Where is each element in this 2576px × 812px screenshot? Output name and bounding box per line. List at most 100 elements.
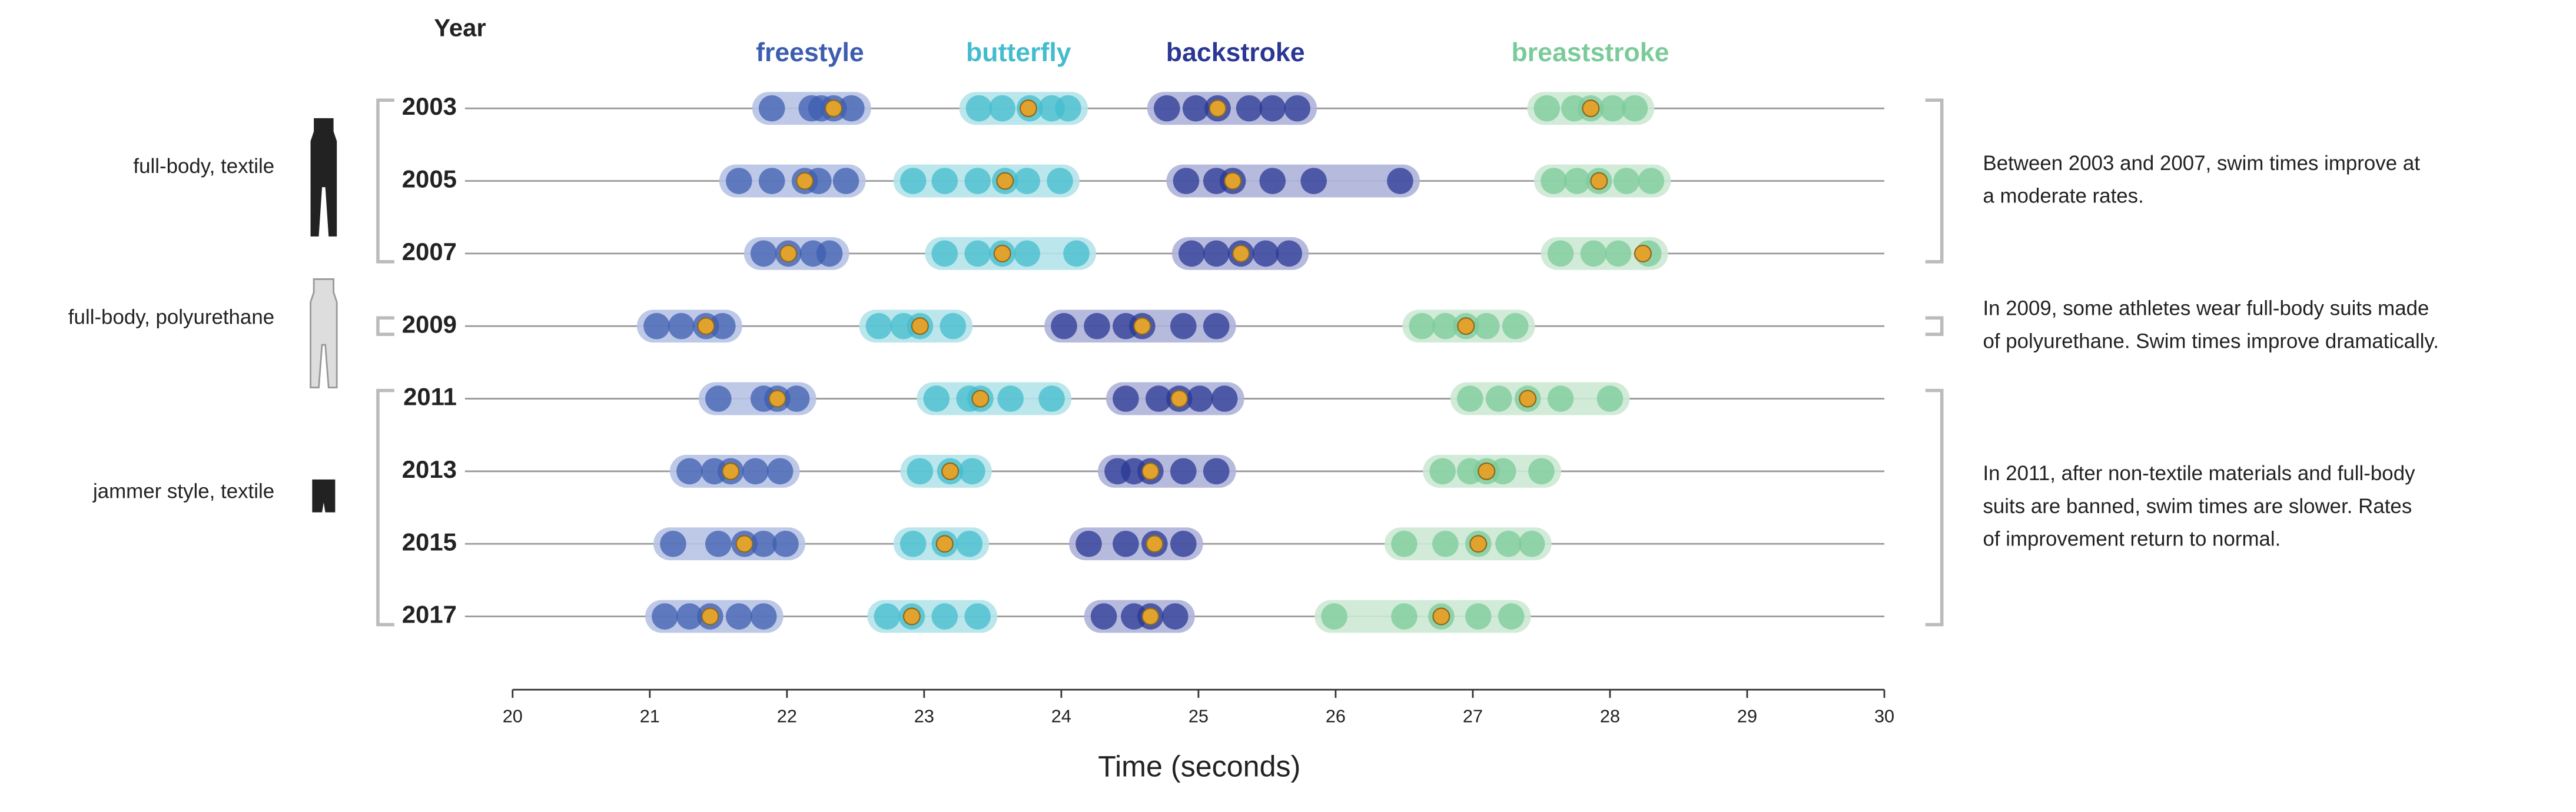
x-tick-label: 22	[777, 706, 797, 727]
swim-time-dot	[783, 385, 810, 412]
bracket	[376, 388, 394, 627]
swim-time-dot	[1252, 240, 1279, 267]
swim-time-dot	[772, 530, 799, 557]
mean-dot	[1519, 390, 1537, 408]
swim-time-dot	[1113, 530, 1139, 557]
swim-time-dot	[750, 240, 777, 267]
swim-time-dot	[805, 168, 832, 194]
swim-time-dot	[1146, 385, 1172, 412]
swim-time-dot	[1173, 168, 1200, 194]
mean-dot	[735, 535, 753, 553]
swim-time-dot	[956, 530, 983, 557]
swim-time-dot	[1038, 385, 1065, 412]
swim-time-dot	[1170, 312, 1197, 340]
mean-dot	[971, 390, 990, 408]
swim-time-dot	[1387, 168, 1413, 194]
swim-time-dot	[1321, 603, 1347, 630]
mean-dot	[911, 317, 929, 335]
swim-time-dot	[725, 168, 752, 194]
year-label: 2003	[402, 92, 457, 120]
swim-time-dot	[758, 95, 785, 122]
swim-time-dot	[965, 95, 992, 122]
swim-time-dot	[997, 385, 1024, 412]
swim-time-dot	[1528, 458, 1555, 485]
swim-time-dot	[1170, 458, 1197, 485]
swim-time-dot	[907, 458, 934, 485]
swim-time-dot	[816, 240, 843, 267]
swim-time-dot	[709, 312, 736, 340]
annotation: of improvement return to normal.	[1983, 528, 2280, 551]
swim-time-dot	[1465, 603, 1492, 630]
swim-time-dot	[1084, 312, 1110, 340]
mean-dot	[1019, 99, 1038, 118]
swim-time-dot	[1014, 168, 1040, 194]
swim-time-dot	[1518, 530, 1545, 557]
mean-dot	[941, 462, 960, 480]
group-label: full-body, polyurethane	[68, 306, 274, 329]
swim-time-dot	[1391, 530, 1418, 557]
range-band	[917, 382, 1072, 415]
x-tick-label: 30	[1874, 706, 1894, 727]
mean-dot	[1590, 172, 1608, 190]
swim-time-dot	[766, 458, 794, 485]
swim-time-dot	[676, 603, 703, 630]
year-label: 2017	[402, 601, 457, 628]
mean-dot	[935, 535, 954, 553]
swim-time-dot	[1502, 312, 1529, 340]
swim-time-dot	[758, 168, 785, 194]
year-label: 2015	[402, 528, 457, 555]
mean-dot	[1457, 317, 1475, 335]
swim-time-dot	[1563, 168, 1591, 194]
swim-time-dot	[832, 168, 859, 194]
swim-time-dot	[1547, 240, 1574, 267]
swim-time-dot	[1596, 385, 1624, 412]
swim-time-dot	[643, 312, 670, 340]
swim-time-dot	[705, 385, 732, 412]
annotation: In 2011, after non-textile materials and…	[1983, 462, 2415, 485]
legend-label: breaststroke	[1511, 38, 1669, 67]
swim-time-dot	[865, 312, 892, 340]
swim-time-dot	[1599, 95, 1626, 122]
swim-time-dot	[1300, 168, 1327, 194]
legend-label: backstroke	[1166, 38, 1305, 67]
mean-dot	[1634, 244, 1652, 262]
suit-icon	[310, 278, 338, 388]
x-tick-label: 24	[1051, 706, 1071, 727]
x-axis-label: Time (seconds)	[1098, 750, 1300, 783]
swim-time-dot	[1051, 312, 1077, 340]
swim-time-dot	[1203, 312, 1230, 340]
annotation: In 2009, some athletes wear full-body su…	[1983, 297, 2429, 320]
mean-dot	[1209, 99, 1227, 118]
mean-dot	[1582, 99, 1600, 118]
swim-time-dot	[874, 603, 901, 630]
swim-time-dot	[1533, 95, 1561, 122]
swim-time-dot	[676, 458, 703, 485]
group-label: jammer style, textile	[92, 480, 274, 502]
swim-time-dot	[1432, 312, 1459, 340]
swim-time-dot	[1284, 95, 1311, 122]
mean-dot	[701, 607, 719, 625]
mean-dot	[996, 172, 1014, 190]
swim-time-dot	[1203, 240, 1230, 267]
year-label: 2013	[402, 455, 457, 483]
mean-dot	[993, 244, 1011, 262]
swim-time-dot	[1113, 385, 1139, 412]
swim-time-dot	[1429, 458, 1456, 485]
swim-time-dot	[931, 168, 958, 194]
x-tick-label: 25	[1189, 706, 1209, 727]
swim-time-dot	[899, 530, 927, 557]
annotation: Between 2003 and 2007, swim times improv…	[1983, 152, 2420, 175]
bracket	[1925, 388, 1944, 627]
swim-time-dot	[742, 458, 769, 485]
x-tick-label: 27	[1463, 706, 1483, 727]
swim-time-dot	[1621, 95, 1648, 122]
mean-dot	[1478, 462, 1496, 480]
swim-time-dot	[1638, 168, 1665, 194]
mean-dot	[697, 317, 715, 335]
bracket	[376, 316, 394, 336]
swim-time-dot	[668, 312, 695, 340]
swim-time-dot	[1014, 240, 1040, 267]
swim-time-dot	[1259, 168, 1286, 194]
mean-dot	[1141, 462, 1160, 480]
year-label: 2011	[403, 383, 457, 411]
